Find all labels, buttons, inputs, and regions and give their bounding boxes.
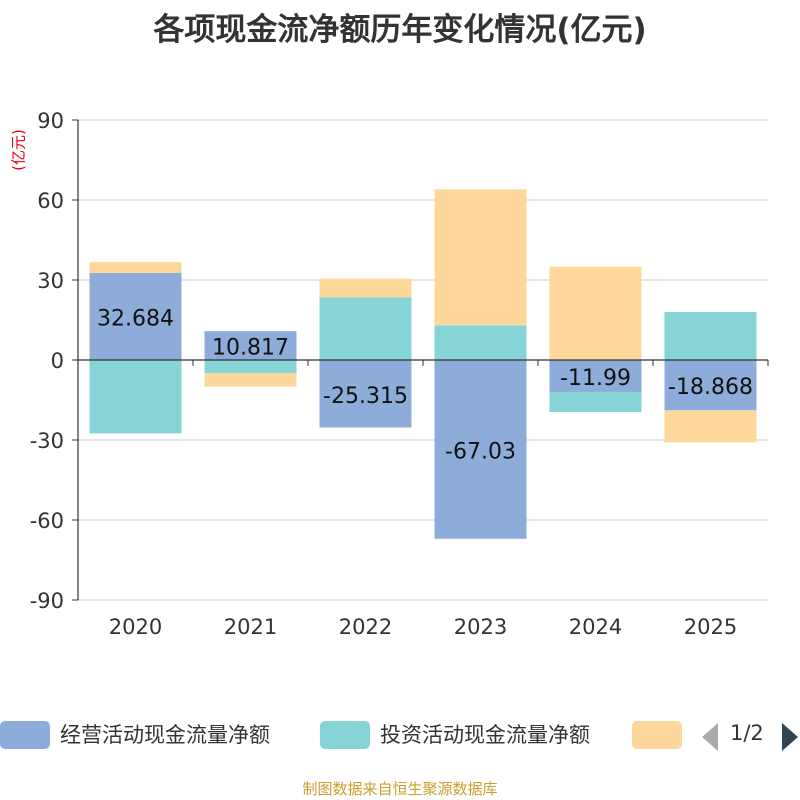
bar-segment-series-1 [319,297,412,360]
data-label: -25.315 [323,384,408,409]
data-label: -11.99 [560,366,631,391]
x-tick-label: 2020 [109,615,162,639]
bar-segment-series-1 [204,360,297,374]
y-tick-label: -30 [30,429,64,453]
grid-layer [78,119,768,601]
bar-segment-series-0 [89,272,182,360]
bar-segment-series-2 [319,278,412,298]
data-label-layer: 32.684 10.817 -25.315 -67.03 -11.99 -18.868 [97,306,753,464]
chart-title: 各项现金流净额历年变化情况(亿元) [153,12,647,48]
legend-label-operating: 经营活动现金流量净额 [60,723,270,747]
legend-swatch-operating [0,721,50,749]
bar-segment-series-1 [434,325,527,360]
legend: 经营活动现金流量净额 投资活动现金流量净额 1/2 [0,712,800,756]
legend-swatch-investing [320,721,370,749]
legend-label-investing: 投资活动现金流量净额 [380,723,590,747]
bar-segment-series-2 [549,266,642,360]
data-label: -18.868 [668,375,753,400]
legend-prev-page-icon[interactable] [702,723,718,751]
legend-next-page-icon[interactable] [782,723,798,751]
y-tick-label: 0 [51,349,64,373]
bar-segment-series-2 [434,189,527,326]
x-tick-label: 2021 [224,615,277,639]
bar-segment-series-2 [89,262,182,273]
legend-page-indicator: 1/2 [730,721,764,745]
x-tick-label: 2024 [569,615,622,639]
bar-segment-series-1 [664,312,757,360]
bar-segment-series-0 [319,360,412,428]
data-label: 32.684 [97,306,174,331]
bar-segment-series-0 [204,331,297,360]
bar-segment-series-0 [664,360,757,411]
legend-swatch-financing [632,721,682,749]
stacked-bar-chart: 90 60 30 0 -30 -60 -90 2020 2021 2022 2023 2024 2025… [30,109,769,639]
x-tick-label: 2025 [684,615,737,639]
y-tick-label: 90 [37,109,64,133]
bar-segment-series-2 [664,410,757,443]
y-tick-label: -90 [30,589,64,613]
data-source-note: 制图数据来自恒生聚源数据库 [302,780,498,798]
x-tick-label: 2023 [454,615,507,639]
bar-segment-series-1 [89,360,182,434]
data-label: -67.03 [445,439,516,464]
bar-segment-series-0 [434,360,527,539]
bar-segment-series-1 [549,391,642,412]
axis-layer: 90 60 30 0 -30 -60 -90 2020 2021 2022 2023 2024 2025 [30,109,769,639]
y-tick-label: 30 [37,269,64,293]
bar-segment-series-0 [549,360,642,392]
bar-segment-series-2 [204,373,297,387]
y-tick-label: 60 [37,189,64,213]
data-label: 10.817 [212,336,289,361]
y-tick-label: -60 [30,509,64,533]
bar-layer [89,189,757,539]
x-tick-label: 2022 [339,615,392,639]
